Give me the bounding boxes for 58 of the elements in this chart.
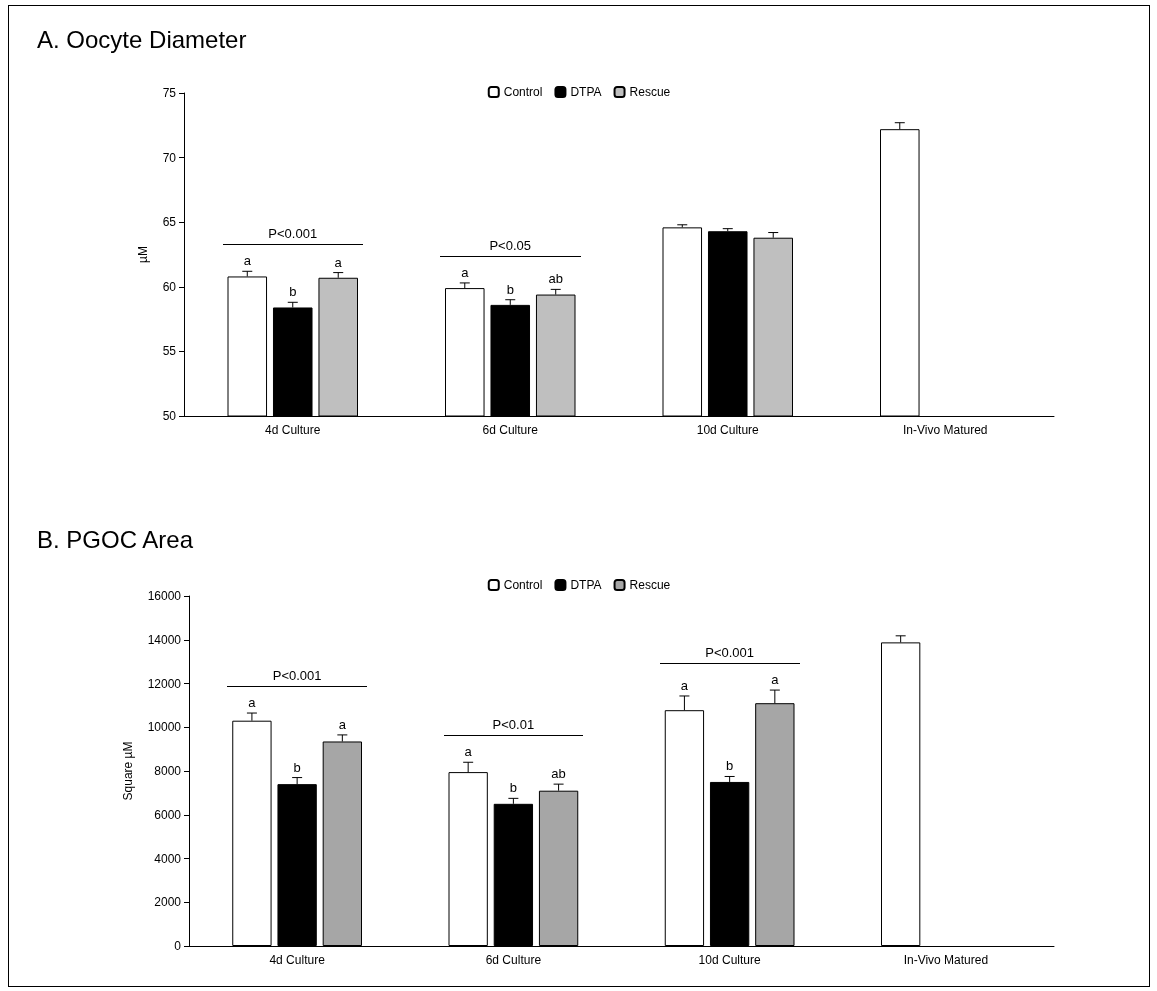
data-label: a <box>464 744 473 760</box>
x-tick-label: 6d Culture <box>482 423 539 437</box>
bracket: P<0.001 <box>227 665 367 688</box>
y-axis-title: µM <box>136 246 150 263</box>
annotation: P<0.001 <box>704 645 755 661</box>
chart-title: A. Oocyte Diameter <box>37 26 247 54</box>
y-tick-label: 0 <box>174 939 182 953</box>
data-label: b <box>726 758 734 774</box>
y-tick-label: 75 <box>162 86 177 100</box>
x-tick-label: 10d Culture <box>696 423 760 437</box>
bracket: P<0.05 <box>440 234 581 257</box>
annotation: P<0.01 <box>491 717 536 733</box>
data-label: ab <box>548 271 563 287</box>
y-tick-label: 4000 <box>154 851 182 866</box>
y-tick-label: 65 <box>162 215 177 230</box>
legend-label: Rescue <box>629 578 671 592</box>
legend-label: DTPA <box>570 578 602 592</box>
data-label: a <box>334 254 343 270</box>
annotation: P<0.001 <box>267 226 319 242</box>
x-tick-label: 4d Culture <box>269 953 326 967</box>
y-tick-label: 2000 <box>154 895 182 910</box>
data-label: a <box>680 677 689 693</box>
bracket: P<0.01 <box>443 714 584 737</box>
data-label: b <box>509 780 517 796</box>
y-tick-label: 70 <box>162 150 177 165</box>
y-tick-label: 16000 <box>147 589 182 603</box>
data-label: a <box>461 264 470 280</box>
data-label: b <box>506 281 514 297</box>
legend-label: Rescue <box>629 85 671 99</box>
data-label: b <box>293 759 301 775</box>
legend-label: Control <box>503 85 543 99</box>
data-label: ab <box>551 766 566 782</box>
y-axis-title: Square µM <box>121 741 135 801</box>
y-tick-label: 8000 <box>154 764 182 778</box>
x-tick-label: In-Vivo Matured <box>903 953 989 967</box>
y-tick-label: 14000 <box>147 632 182 647</box>
data-label: a <box>338 716 347 732</box>
data-label: a <box>771 672 780 688</box>
y-tick-label: 50 <box>162 409 177 423</box>
x-tick-label: 6d Culture <box>485 953 542 967</box>
annotation: P<0.001 <box>271 668 323 684</box>
legend-label: Control <box>503 578 543 592</box>
data-label: b <box>289 284 297 300</box>
y-tick-label: 60 <box>162 279 177 294</box>
y-tick-label: 10000 <box>147 720 182 735</box>
y-tick-label: 12000 <box>147 676 182 691</box>
x-tick-label: 10d Culture <box>698 953 761 967</box>
annotation: P<0.05 <box>488 237 533 253</box>
data-label: a <box>248 695 257 711</box>
data-label: a <box>243 253 252 269</box>
x-tick-label: In-Vivo Matured <box>903 423 988 437</box>
chart-title: B. PGOC Area <box>37 526 194 554</box>
bracket: P<0.001 <box>659 642 800 665</box>
legend-label: DTPA <box>570 85 602 99</box>
x-tick-label: 4d Culture <box>265 423 321 437</box>
y-tick-label: 55 <box>162 344 177 359</box>
bracket: P<0.001 <box>222 223 363 246</box>
y-tick-label: 6000 <box>154 807 182 822</box>
